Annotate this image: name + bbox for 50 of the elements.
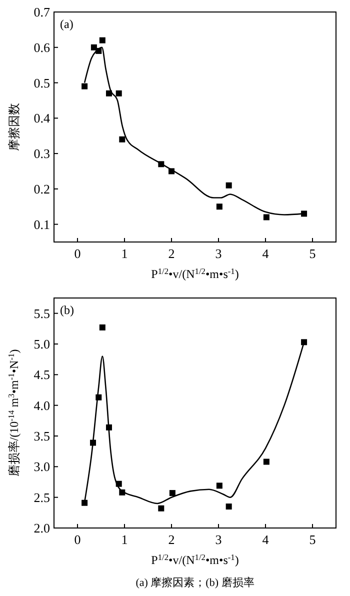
y-tick-label: 3.5 [34,428,50,444]
y-tick-label: 2.0 [34,520,50,536]
y-tick-label: 0.7 [34,4,50,20]
point [99,324,106,330]
point [216,204,222,210]
x-tick-label: 1 [121,532,128,547]
y-tick-label: 5.0 [34,336,50,352]
chart-title: (b) [60,303,74,317]
x-tick-label: 5 [309,246,316,261]
point [82,83,88,90]
point [99,37,106,44]
y-tick-label: 0.1 [34,216,50,232]
x-tick-label: 0 [74,246,81,261]
point [169,490,176,496]
point [216,482,222,489]
x-axis-title: P$^{1/2}$•v/(N$^{1/2}$•m•s$^{-1}$) [151,266,239,281]
x-tick-label: 3 [215,246,222,261]
point [116,90,122,96]
y-tick-label: 0.6 [34,40,50,55]
y-tick-label: 0.2 [34,181,50,196]
x-tick-label: 4 [262,246,270,261]
point [90,44,97,50]
x-axis-title: P$^{1/2}$•v/(N$^{1/2}$•m•s$^{-1}$) [151,552,239,567]
point [226,504,232,510]
text: (a) 摩擦因素；(b) 磨损率 [136,576,254,589]
point [106,90,112,96]
point [82,500,88,506]
point [119,136,126,142]
y-tick-label: 3.0 [34,459,50,474]
point [158,505,164,512]
x-tick-label: 2 [168,246,175,261]
point [263,458,270,465]
x-tick-label: 3 [215,532,222,547]
x-tick-label: 2 [168,532,175,547]
y-tick-label: 4.0 [34,398,50,413]
y-tick-label: 2.5 [34,490,50,505]
y-tick-label: 5.5 [34,306,50,321]
x-tick-label: 0 [74,532,81,547]
x-tick-label: 5 [309,532,316,547]
y-axis-title: 摩擦因数 [7,103,21,151]
point [226,182,232,188]
point [301,210,308,217]
y-tick-label: 0.4 [34,110,50,126]
y-tick-label: 0.5 [34,75,50,90]
y-tick-label: 0.3 [34,146,50,162]
y-tick-label: 4.5 [34,367,50,382]
x-tick-label: 1 [121,246,128,261]
x-tick-label: 4 [262,532,270,547]
chart-title: (a) [60,17,74,31]
point [263,214,270,220]
